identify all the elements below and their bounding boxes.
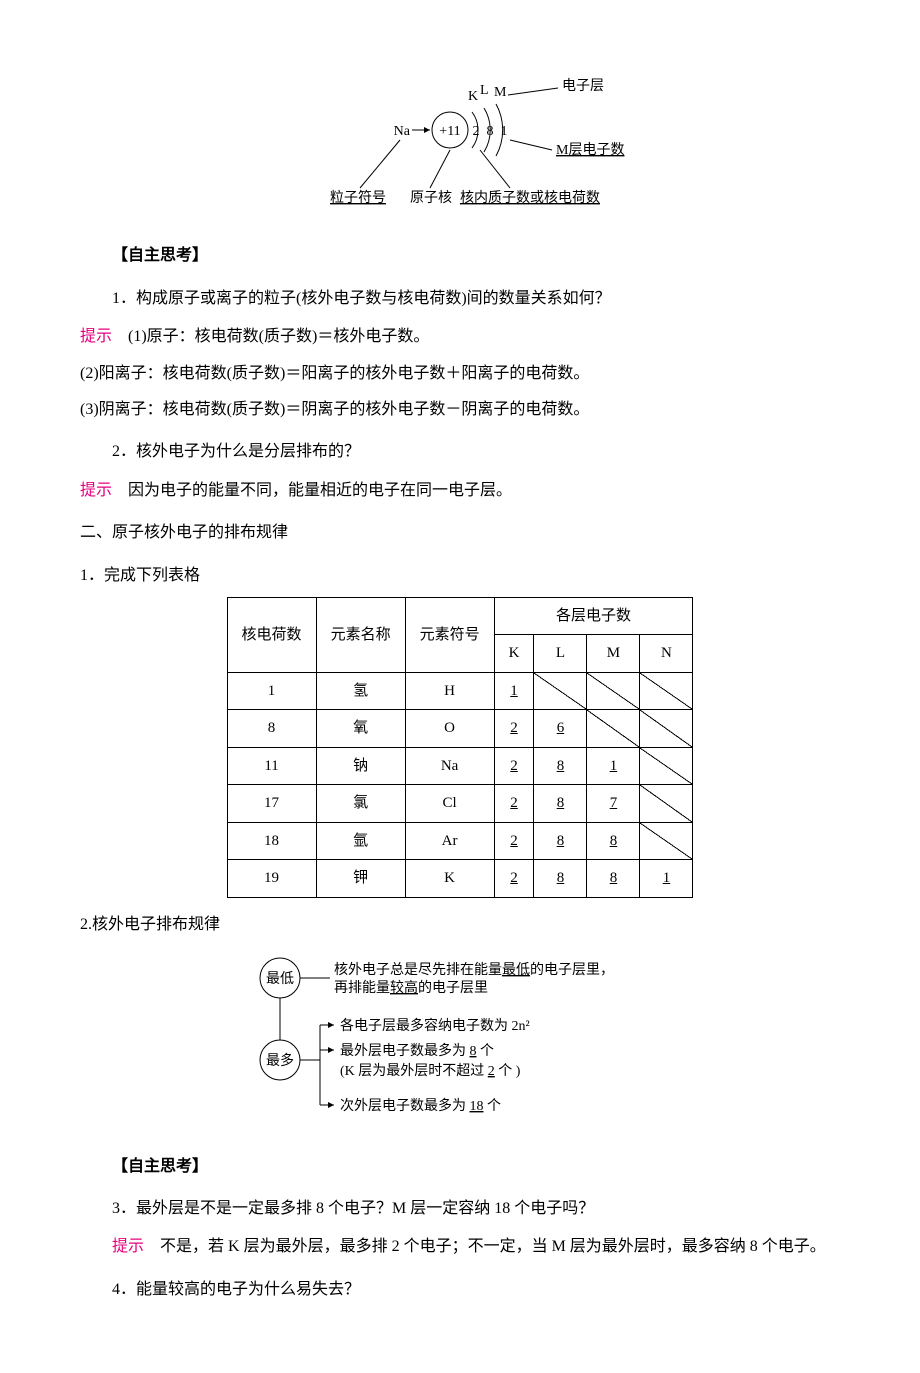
col-symbol: 元素符号 [405, 597, 494, 672]
answer-1-line-2: (2)阳离子：核电荷数(质子数)＝阳离子的核外电子数＋阳离子的电荷数。 [80, 359, 840, 389]
col-group: 各层电子数 [494, 597, 693, 635]
answer-2: 提示 因为电子的能量不同，能量相近的电子在同一电子层。 [80, 476, 840, 506]
answer-1-line-3: (3)阴离子：核电荷数(质子数)＝阴离子的核外电子数－阴离子的电荷数。 [80, 395, 840, 425]
col-name: 元素名称 [316, 597, 405, 672]
rule-1a: 核外电子总是尽先排在能量最低的电子层里， [334, 962, 614, 978]
answer-3-text: 不是，若 K 层为最外层，最多排 2 个电子；不一定，当 M 层为最外层时，最多… [144, 1238, 826, 1255]
most-circle-label: 最多 [266, 1052, 294, 1069]
table-row: 19 钾 K 2 8 8 1 [227, 860, 693, 898]
answer-1-atom: (1)原子：核电荷数(质子数)＝核外电子数。 [112, 328, 429, 345]
col-z: 核电荷数 [227, 597, 316, 672]
m-shell-count-label: M层电子数 [556, 142, 624, 158]
rule-1b: 再排能量较高的电子层里 [334, 979, 488, 996]
self-thinking-heading-2: 【自主思考】 [80, 1152, 840, 1182]
rule-3a: 最外层电子数最多为 8 个 [340, 1042, 494, 1059]
subhead-2: 2.核外电子排布规律 [80, 910, 840, 940]
question-3: 3．最外层是不是一定最多排 8 个电子？M 层一定容纳 18 个电子吗？ [80, 1194, 840, 1224]
table-row: 18 氩 Ar 2 8 8 [227, 822, 693, 860]
answer-1-line-1: 提示 (1)原子：核电荷数(质子数)＝核外电子数。 [80, 322, 840, 352]
proton-label: 核内质子数或核电荷数 [460, 190, 600, 206]
rules-diagram: 最低 核外电子总是尽先排在能量最低的电子层里， 再排能量较高的电子层里 最多 各… [80, 950, 840, 1131]
nucleus-label: 原子核 [410, 190, 452, 206]
section-2-title: 二、原子核外电子的排布规律 [80, 518, 840, 548]
hint-label: 提示 [112, 1238, 144, 1255]
table-row: 11 钠 Na 2 8 1 [227, 747, 693, 785]
table-row: 8 氧 O 2 6 [227, 710, 693, 748]
particle-symbol-label: 粒子符号 [330, 190, 386, 206]
low-circle-label: 最低 [266, 971, 294, 987]
svg-text:8: 8 [487, 124, 494, 139]
self-thinking-heading-1: 【自主思考】 [80, 241, 840, 271]
answer-2-text: 因为电子的能量不同，能量相近的电子在同一电子层。 [112, 482, 512, 499]
na-label: Na [394, 124, 411, 139]
question-2: 2．核外电子为什么是分层排布的？ [80, 437, 840, 467]
svg-text:M: M [494, 85, 507, 100]
svg-text:2: 2 [473, 124, 480, 139]
col-N: N [640, 635, 693, 673]
col-M: M [587, 635, 640, 673]
table-row: 1 氢 H 1 [227, 672, 693, 710]
svg-text:K: K [468, 89, 478, 104]
svg-text:1: 1 [501, 124, 508, 139]
rule-2: 各电子层最多容纳电子数为 2n² [340, 1017, 530, 1034]
question-1: 1．构成原子或离子的粒子(核外电子数与核电荷数)间的数量关系如何？ [80, 284, 840, 314]
question-4: 4．能量较高的电子为什么易失去？ [80, 1275, 840, 1305]
na-atom-diagram: +11 2 8 1 K L M 电子层 Na M层电子数 粒子符号 原子核 核内… [80, 70, 840, 221]
table-row: 17 氯 Cl 2 8 7 [227, 785, 693, 823]
nucleus-text: +11 [439, 124, 460, 139]
col-L: L [534, 635, 587, 673]
rule-4: 次外层电子数最多为 18 个 [340, 1097, 501, 1114]
svg-text:L: L [480, 83, 489, 98]
hint-label: 提示 [80, 482, 112, 499]
electron-table: 核电荷数 元素名称 元素符号 各层电子数 K L M N 1 氢 H 1 8 氧… [227, 597, 694, 898]
hint-label: 提示 [80, 328, 112, 345]
answer-3: 提示 不是，若 K 层为最外层，最多排 2 个电子；不一定，当 M 层为最外层时… [80, 1232, 840, 1262]
col-K: K [494, 635, 534, 673]
table-header-row-1: 核电荷数 元素名称 元素符号 各层电子数 [227, 597, 693, 635]
electron-shell-label: 电子层 [562, 78, 604, 94]
rule-3b: (K 层为最外层时不超过 2 个 ) [340, 1063, 521, 1079]
subhead-1: 1．完成下列表格 [80, 561, 840, 591]
